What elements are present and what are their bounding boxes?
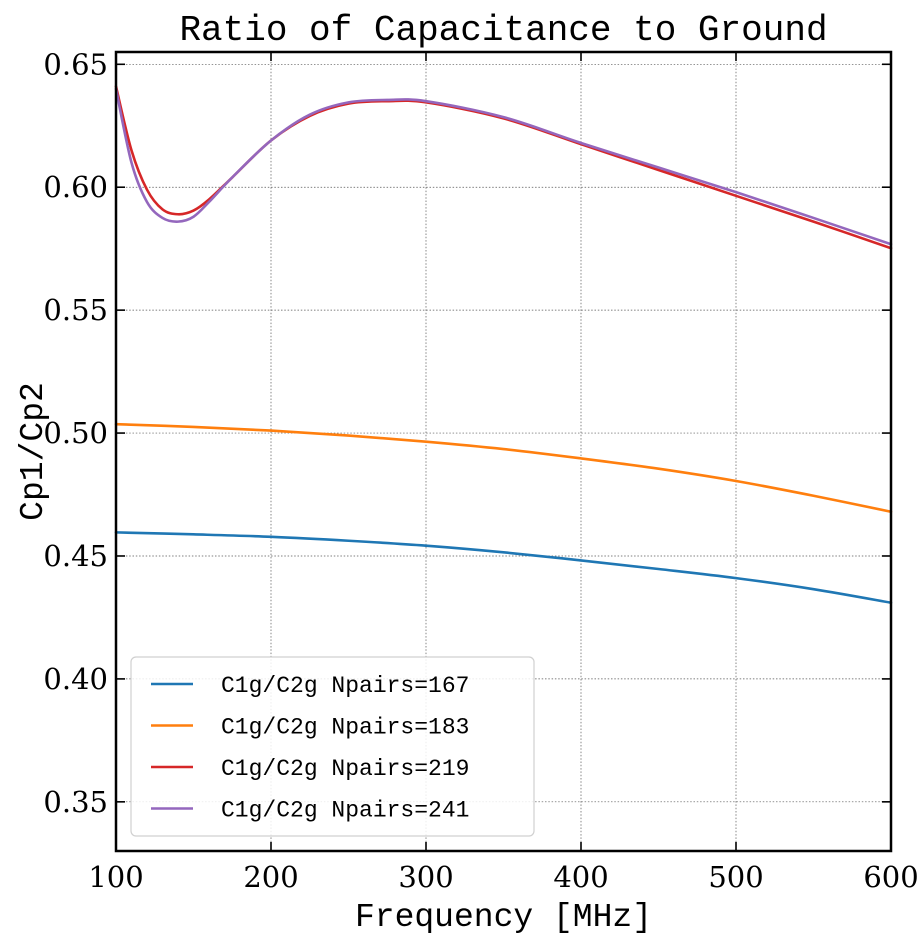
- legend-label: C1g/C2g Npairs=183: [221, 715, 469, 741]
- y-tick-label: 0.45: [43, 539, 108, 573]
- x-tick-label: 300: [398, 860, 453, 894]
- legend-box: [130, 656, 535, 837]
- series-line-4: [114, 87, 893, 246]
- legend: C1g/C2g Npairs=167 C1g/C2g Npairs=183 C1g/…: [130, 656, 535, 837]
- y-axis-label: Cp1/Cp2: [15, 382, 52, 521]
- x-axis-label: Frequency [MHz]: [355, 899, 652, 936]
- plot-frame: [114, 50, 893, 853]
- series-layer: [114, 85, 893, 604]
- chart-title: Ratio of Capacitance to Ground: [179, 10, 827, 51]
- legend-label: C1g/C2g Npairs=219: [221, 756, 469, 782]
- x-tick-label: 200: [243, 860, 298, 894]
- series-line-1: [114, 531, 893, 604]
- tick-layer: 100 200 300 400 500 600 0.35 0.40 0.45 0.50 0.55 0.…: [43, 47, 918, 894]
- y-tick-label: 0.55: [43, 293, 108, 327]
- x-tick-label: 100: [88, 860, 143, 894]
- x-tick-label: 400: [553, 860, 608, 894]
- y-tick-label: 0.35: [43, 785, 108, 819]
- y-tick-label: 0.50: [43, 416, 108, 450]
- x-tick-label: 500: [708, 860, 763, 894]
- legend-label: C1g/C2g Npairs=241: [221, 798, 469, 824]
- legend-label: C1g/C2g Npairs=167: [221, 673, 469, 699]
- series-line-2: [114, 422, 893, 514]
- x-tick-label: 600: [863, 860, 918, 894]
- series-line-3: [114, 85, 893, 250]
- y-tick-label: 0.60: [43, 170, 108, 204]
- y-tick-label: 0.65: [43, 47, 108, 81]
- y-tick-label: 0.40: [43, 662, 108, 696]
